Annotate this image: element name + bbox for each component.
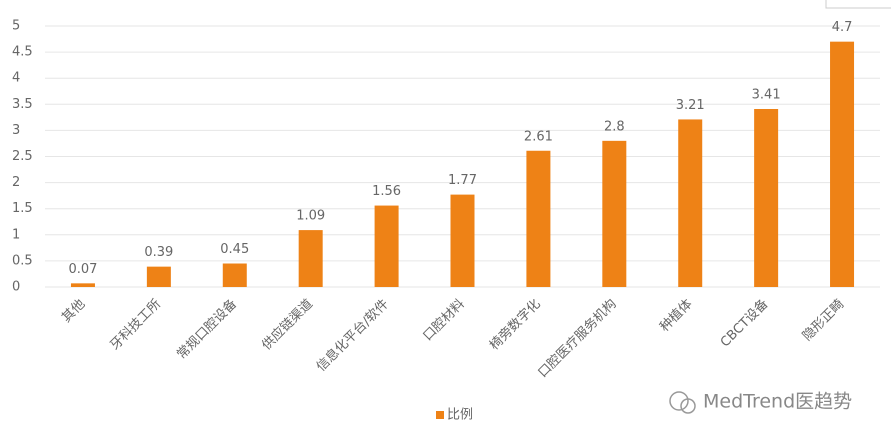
watermark-icon <box>669 391 696 414</box>
bar <box>146 266 171 287</box>
bar <box>450 194 475 287</box>
value-label: 2.8 <box>604 119 625 134</box>
legend-swatch <box>436 411 444 419</box>
y-tick-label: 3 <box>12 123 20 138</box>
bar <box>830 41 855 287</box>
value-label: 2.61 <box>524 129 553 144</box>
value-label: 3.21 <box>676 98 705 113</box>
value-label: 0.39 <box>144 245 173 260</box>
y-tick-label: 2.5 <box>12 149 33 164</box>
value-label: 3.41 <box>752 87 781 102</box>
value-label: 0.07 <box>68 262 97 277</box>
bar <box>678 119 703 287</box>
y-tick-label: 0 <box>12 280 20 295</box>
bar <box>298 230 323 287</box>
bar <box>754 108 779 287</box>
value-label: 1.09 <box>296 209 325 224</box>
value-label: 1.56 <box>372 184 401 199</box>
y-tick-label: 4.5 <box>12 45 33 60</box>
legend-label: 比例 <box>447 408 473 423</box>
y-tick-label: 0.5 <box>12 253 33 268</box>
y-tick-label: 1.5 <box>12 201 33 216</box>
bar <box>374 205 399 287</box>
y-tick-label: 2 <box>12 175 20 190</box>
value-label: 4.7 <box>832 20 853 35</box>
bar <box>222 263 247 287</box>
y-tick-label: 5 <box>12 19 20 34</box>
y-tick-label: 4 <box>12 71 20 86</box>
watermark: MedTrend医趋势 <box>703 391 852 413</box>
value-label: 0.45 <box>220 242 249 257</box>
bar <box>602 140 627 287</box>
bar <box>70 283 95 287</box>
corner-box <box>825 0 891 9</box>
bar <box>526 150 551 287</box>
value-label: 1.77 <box>448 173 477 188</box>
y-tick-label: 1 <box>12 227 20 242</box>
y-tick-label: 3.5 <box>12 97 33 112</box>
